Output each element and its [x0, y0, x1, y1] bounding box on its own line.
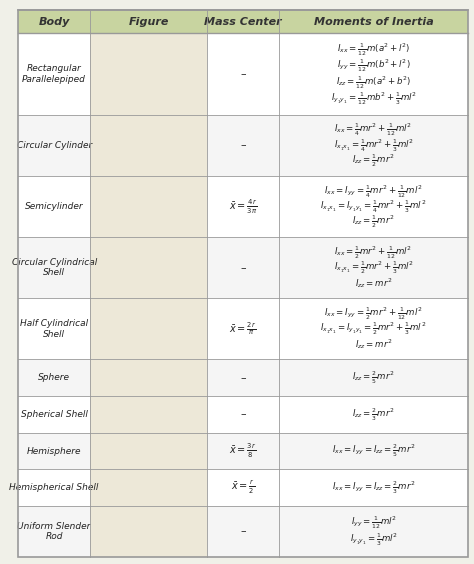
Bar: [90, 33, 207, 115]
Text: $I_{xx} = \frac{1}{4}mr^2 + \frac{1}{12}ml^2$: $I_{xx} = \frac{1}{4}mr^2 + \frac{1}{12}…: [335, 122, 413, 138]
Text: $I_{y_1y_1} = \frac{1}{12}mb^2 + \frac{1}{3}ml^2$: $I_{y_1y_1} = \frac{1}{12}mb^2 + \frac{1…: [330, 90, 417, 107]
Text: $I_{yy} = \frac{1}{12}ml^2$: $I_{yy} = \frac{1}{12}ml^2$: [351, 515, 397, 531]
Text: $I_{x_1x_1} = I_{y_1y_1} = \frac{1}{2}mr^2 + \frac{1}{3}ml^2$: $I_{x_1x_1} = I_{y_1y_1} = \frac{1}{2}mr…: [320, 320, 427, 337]
Text: $\bar{x} = \frac{r}{2}$: $\bar{x} = \frac{r}{2}$: [231, 479, 255, 496]
Text: $I_{x_1x_1} = I_{y_1y_1} = \frac{1}{4}mr^2 + \frac{1}{3}ml^2$: $I_{x_1x_1} = I_{y_1y_1} = \frac{1}{4}mr…: [320, 199, 427, 215]
Text: Half Cylindrical
Shell: Half Cylindrical Shell: [20, 319, 88, 338]
Text: $I_{zz} = \frac{2}{5}mr^2$: $I_{zz} = \frac{2}{5}mr^2$: [352, 369, 395, 386]
Bar: [18, 506, 468, 557]
Text: Circular Cylinder: Circular Cylinder: [17, 141, 92, 150]
Bar: [18, 176, 468, 237]
Text: $I_{zz} = \frac{1}{2}mr^2$: $I_{zz} = \frac{1}{2}mr^2$: [352, 214, 395, 230]
Text: Body: Body: [38, 16, 70, 27]
Text: $I_{xx} = \frac{1}{2}mr^2 + \frac{1}{12}ml^2$: $I_{xx} = \frac{1}{2}mr^2 + \frac{1}{12}…: [335, 244, 413, 261]
Bar: [90, 298, 207, 359]
Text: –: –: [240, 263, 246, 272]
Text: $I_{zz} = mr^2$: $I_{zz} = mr^2$: [355, 337, 392, 351]
Bar: [90, 396, 207, 433]
Bar: [18, 396, 468, 433]
Bar: [18, 433, 468, 469]
Text: Moments of Inertia: Moments of Inertia: [314, 16, 433, 27]
Text: Circular Cylindrical
Shell: Circular Cylindrical Shell: [11, 258, 97, 277]
Text: $I_{y_1y_1} = \frac{1}{3}ml^2$: $I_{y_1y_1} = \frac{1}{3}ml^2$: [350, 532, 398, 548]
Text: Sphere: Sphere: [38, 373, 70, 382]
Bar: [90, 433, 207, 469]
Bar: [90, 506, 207, 557]
Text: $\bar{x} = \frac{3r}{8}$: $\bar{x} = \frac{3r}{8}$: [229, 442, 257, 460]
Text: $I_{yy} = \frac{1}{12}m(b^2 + l^2)$: $I_{yy} = \frac{1}{12}m(b^2 + l^2)$: [337, 58, 410, 74]
Text: –: –: [240, 409, 246, 420]
Text: $I_{x_1x_1} = \frac{1}{2}mr^2 + \frac{1}{3}ml^2$: $I_{x_1x_1} = \frac{1}{2}mr^2 + \frac{1}…: [334, 259, 414, 276]
Text: $I_{xx} = I_{yy} = I_{zz} = \frac{2}{5}mr^2$: $I_{xx} = I_{yy} = I_{zz} = \frac{2}{5}m…: [332, 443, 415, 459]
Bar: [18, 33, 468, 115]
Text: $I_{zz} = mr^2$: $I_{zz} = mr^2$: [355, 276, 392, 290]
Bar: [90, 469, 207, 506]
Bar: [90, 237, 207, 298]
Bar: [18, 115, 468, 176]
Text: Hemispherical Shell: Hemispherical Shell: [9, 483, 99, 492]
Text: $I_{xx} = I_{yy} = \frac{1}{2}mr^2 + \frac{1}{12}ml^2$: $I_{xx} = I_{yy} = \frac{1}{2}mr^2 + \fr…: [324, 305, 423, 322]
Text: $I_{zz} = \frac{1}{12}m(a^2 + b^2)$: $I_{zz} = \frac{1}{12}m(a^2 + b^2)$: [336, 74, 411, 91]
Bar: [90, 115, 207, 176]
Text: $I_{x_1x_1} = \frac{1}{4}mr^2 + \frac{1}{3}ml^2$: $I_{x_1x_1} = \frac{1}{4}mr^2 + \frac{1}…: [334, 137, 414, 153]
Text: Spherical Shell: Spherical Shell: [21, 410, 88, 419]
Bar: [18, 469, 468, 506]
Text: $\bar{x} = \frac{4r}{3\pi}$: $\bar{x} = \frac{4r}{3\pi}$: [229, 197, 257, 215]
Bar: [18, 359, 468, 396]
Text: Hemisphere: Hemisphere: [27, 447, 82, 456]
Text: Uniform Slender
Rod: Uniform Slender Rod: [18, 522, 91, 541]
Text: –: –: [240, 373, 246, 383]
Bar: [18, 10, 468, 33]
Bar: [18, 237, 468, 298]
Text: $I_{zz} = \frac{1}{2}mr^2$: $I_{zz} = \frac{1}{2}mr^2$: [352, 152, 395, 169]
Text: $I_{xx} = I_{yy} = \frac{1}{4}mr^2 + \frac{1}{12}ml^2$: $I_{xx} = I_{yy} = \frac{1}{4}mr^2 + \fr…: [324, 183, 423, 200]
Text: Semicylinder: Semicylinder: [25, 202, 83, 211]
Text: –: –: [240, 140, 246, 151]
Text: $I_{xx} = I_{yy} = I_{zz} = \frac{2}{3}mr^2$: $I_{xx} = I_{yy} = I_{zz} = \frac{2}{3}m…: [332, 479, 415, 496]
Bar: [18, 298, 468, 359]
Text: $I_{xx} = \frac{1}{12}m(a^2 + l^2)$: $I_{xx} = \frac{1}{12}m(a^2 + l^2)$: [337, 41, 410, 58]
Text: Rectangular
Parallelepiped: Rectangular Parallelepiped: [22, 64, 86, 84]
Bar: [90, 176, 207, 237]
Bar: [90, 359, 207, 396]
Text: $I_{zz} = \frac{2}{3}mr^2$: $I_{zz} = \frac{2}{3}mr^2$: [352, 406, 395, 422]
Text: Figure: Figure: [128, 16, 169, 27]
Text: –: –: [240, 69, 246, 79]
Text: –: –: [240, 527, 246, 536]
Text: Mass Center: Mass Center: [204, 16, 282, 27]
Text: $\bar{x} = \frac{2r}{\pi}$: $\bar{x} = \frac{2r}{\pi}$: [229, 320, 257, 337]
